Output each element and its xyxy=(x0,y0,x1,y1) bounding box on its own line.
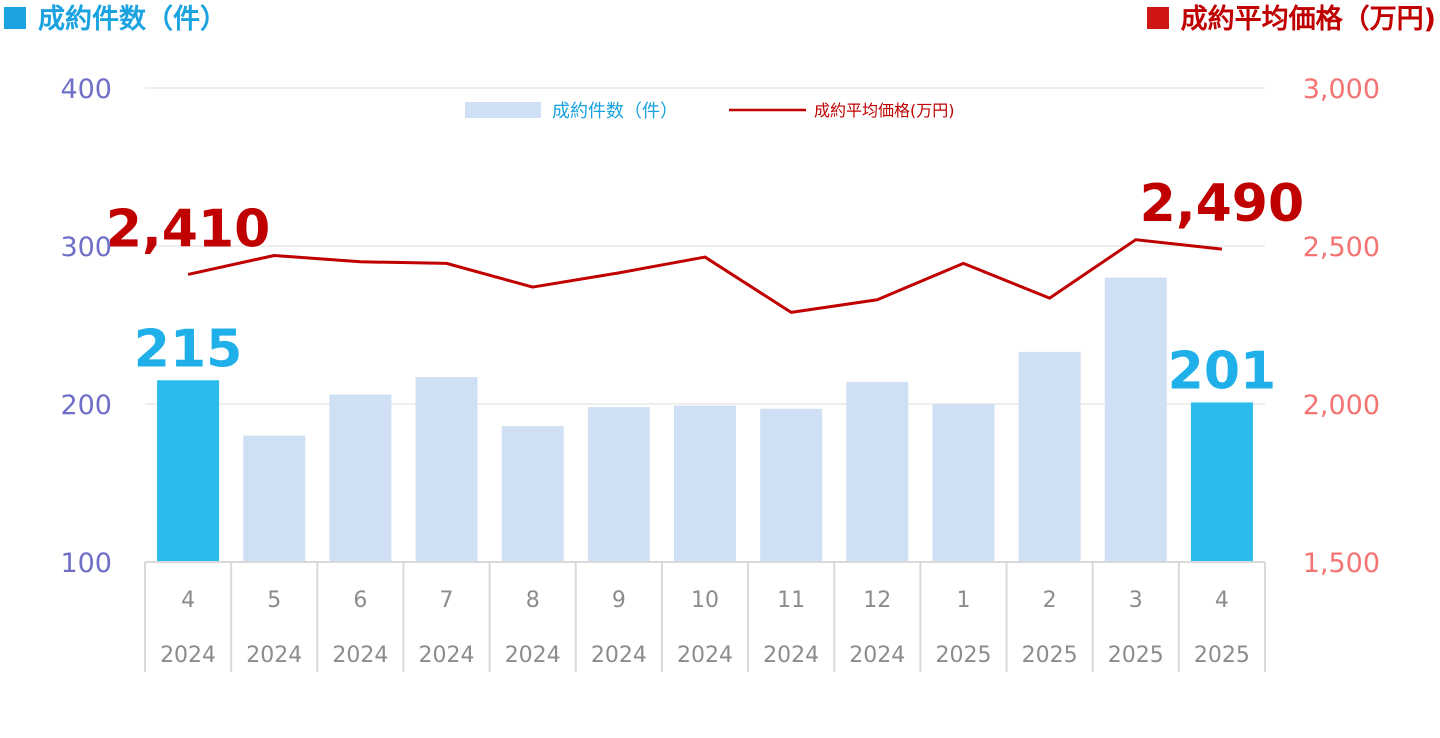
x-tick-label-year: 2024 xyxy=(677,643,733,668)
data-callout: 2,490 xyxy=(1140,174,1304,234)
bar xyxy=(1018,351,1081,562)
y-right-tick-label: 2,500 xyxy=(1303,232,1380,263)
x-tick-label-year: 2025 xyxy=(935,643,991,668)
price-line xyxy=(187,238,1223,314)
x-tick-label-month: 2 xyxy=(1043,588,1057,613)
x-tick-label-year: 2025 xyxy=(1022,643,1078,668)
gridlines xyxy=(145,87,1265,405)
x-tick-label-year: 2024 xyxy=(246,643,302,668)
y-left-tick-label: 100 xyxy=(60,548,112,579)
x-tick-label-month: 4 xyxy=(181,588,195,613)
bar-series xyxy=(157,277,1253,562)
y-axis-left: 100 200 300 400 xyxy=(60,74,112,579)
right-axis-title-text: 成約平均価格（万円) xyxy=(1180,4,1436,35)
bar xyxy=(587,407,650,562)
x-tick-label-month: 8 xyxy=(526,588,540,613)
bar xyxy=(415,377,478,562)
x-tick-label-year: 2024 xyxy=(160,643,216,668)
y-right-tick-label: 2,000 xyxy=(1303,390,1380,421)
x-tick-label-year: 2024 xyxy=(763,643,819,668)
x-tick-label-year: 2025 xyxy=(1108,643,1164,668)
data-callout: 215 xyxy=(134,319,243,379)
x-tick-label-month: 3 xyxy=(1129,588,1143,613)
x-tick-label-month: 11 xyxy=(777,588,805,613)
data-callout: 201 xyxy=(1168,341,1277,401)
bar xyxy=(1190,402,1253,562)
x-tick-label-month: 1 xyxy=(956,588,970,613)
bar xyxy=(932,404,995,562)
y-right-tick-label: 3,000 xyxy=(1303,74,1380,105)
line-series xyxy=(187,238,1223,314)
y-left-tick-label: 200 xyxy=(60,390,112,421)
x-tick-label-month: 10 xyxy=(691,588,719,613)
bar xyxy=(329,394,392,562)
left-axis-title-text: 成約件数（件） xyxy=(38,4,227,35)
left-axis-title: 成約件数（件） xyxy=(4,0,227,40)
x-tick-label-month: 5 xyxy=(267,588,281,613)
y-axis-right: 1,500 2,000 2,500 3,000 xyxy=(1303,74,1380,579)
x-tick-label-year: 2024 xyxy=(849,643,905,668)
red-square-icon xyxy=(1146,7,1169,29)
y-left-tick-label: 300 xyxy=(60,232,112,263)
x-tick-label-month: 9 xyxy=(612,588,626,613)
y-right-tick-label: 1,500 xyxy=(1303,548,1380,579)
x-tick-label-month: 4 xyxy=(1215,588,1229,613)
bar xyxy=(501,426,564,562)
right-axis-title: 成約平均価格（万円) xyxy=(1146,0,1436,40)
callouts: 2,410 2,490 215 201 xyxy=(106,174,1304,401)
x-tick-label-year: 2024 xyxy=(332,643,388,668)
x-tick-label-month: 6 xyxy=(353,588,367,613)
bar xyxy=(760,408,823,562)
x-tick-label-month: 7 xyxy=(440,588,454,613)
bar xyxy=(846,381,909,562)
legend: 成約件数（件） 成約平均価格(万円) xyxy=(465,101,955,122)
blue-square-icon xyxy=(4,7,26,29)
bar xyxy=(1104,277,1167,562)
legend-label-line: 成約平均価格(万円) xyxy=(814,101,955,120)
bar xyxy=(674,405,736,562)
x-tick-label-year: 2024 xyxy=(419,643,475,668)
x-tick-label-year: 2024 xyxy=(591,643,647,668)
legend-label-bars: 成約件数（件） xyxy=(552,101,678,122)
y-left-tick-label: 400 xyxy=(60,74,112,105)
data-callout: 2,410 xyxy=(106,199,270,259)
x-tick-label-year: 2025 xyxy=(1194,643,1250,668)
bar xyxy=(243,435,306,562)
x-axis: 4 2024 5 2024 6 2024 7 2024 8 2024 9 2024 10 2024 11 20… xyxy=(144,561,1266,672)
x-tick-label-year: 2024 xyxy=(505,643,561,668)
bar xyxy=(157,380,220,562)
legend-swatch-bars xyxy=(465,102,541,118)
x-tick-label-month: 12 xyxy=(863,588,891,613)
